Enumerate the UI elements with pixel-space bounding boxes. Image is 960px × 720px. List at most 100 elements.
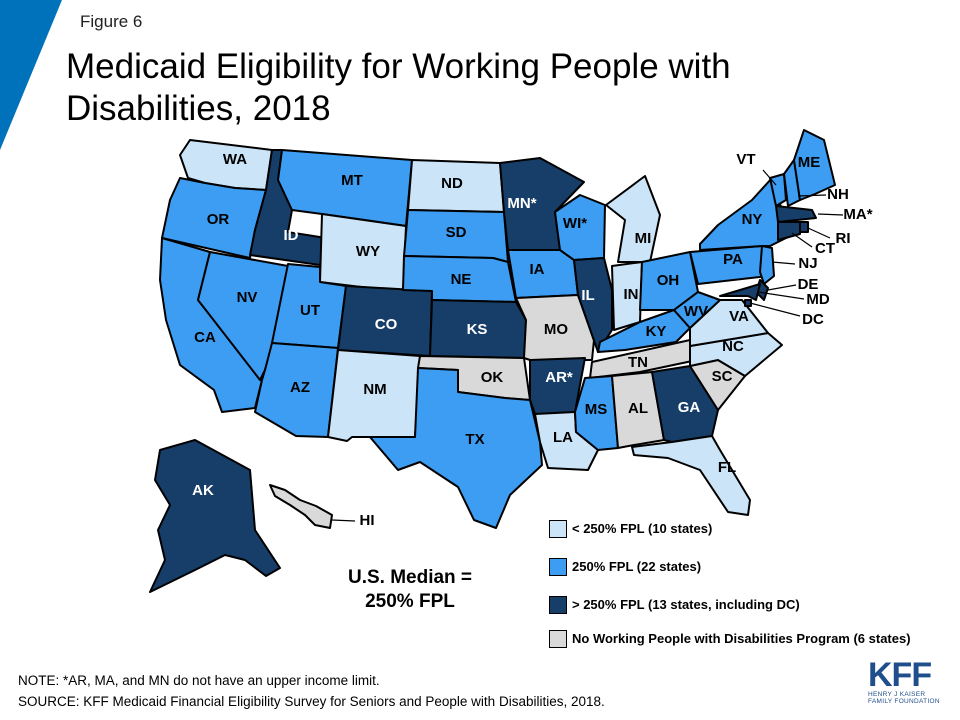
state-label-ut: UT: [300, 302, 320, 319]
state-label-wy: WY: [356, 243, 380, 260]
state-dc: [744, 299, 752, 307]
state-label-ca: CA: [194, 329, 216, 346]
state-tn: [589, 339, 698, 379]
state-label-vt: VT: [736, 151, 755, 168]
leader-line-de: [767, 284, 797, 291]
kff-logo-line-2: FAMILY FOUNDATION: [868, 698, 940, 705]
legend-swatch-lt250: [549, 520, 567, 538]
state-label-ok: OK: [481, 369, 504, 386]
median-line-1: U.S. Median =: [347, 567, 473, 588]
corner-accent-shape: [0, 0, 62, 150]
legend-swatch-gt250: [549, 596, 567, 614]
state-label-co: CO: [375, 316, 398, 333]
state-label-mt: MT: [341, 172, 363, 189]
leader-line-dc: [749, 302, 801, 317]
state-label-wi: WI*: [563, 215, 587, 232]
state-label-ga: GA: [678, 399, 701, 416]
state-label-al: AL: [628, 400, 648, 417]
state-label-ar: AR*: [545, 369, 573, 386]
leader-line-vt: [762, 169, 777, 186]
state-ky: [597, 309, 691, 353]
state-label-or: OR: [207, 211, 230, 228]
median-line-2: 250% FPL: [365, 591, 455, 612]
state-label-dc: DC: [802, 311, 824, 328]
legend-label-none: No Working People with Disabilities Prog…: [572, 631, 911, 646]
state-label-de: DE: [798, 276, 819, 293]
state-label-fl: FL: [718, 459, 736, 476]
state-tx: [369, 367, 543, 529]
us-median-note: U.S. Median = 250% FPL: [320, 566, 500, 614]
state-il: [573, 257, 613, 353]
kff-logo-line-1: HENRY J KAISER: [868, 691, 926, 698]
state-label-oh: OH: [657, 272, 680, 289]
state-label-nm: NM: [363, 381, 386, 398]
leader-line-hi: [331, 519, 356, 522]
state-label-ks: KS: [467, 321, 488, 338]
state-label-sd: SD: [446, 224, 467, 241]
state-label-mo: MO: [544, 321, 568, 338]
state-label-ky: KY: [646, 323, 667, 340]
state-label-ma: MA*: [843, 206, 872, 223]
legend-swatch-none: [549, 630, 567, 648]
state-label-nj: NJ: [798, 255, 817, 272]
state-al: [611, 371, 665, 449]
corner-accent: [0, 0, 62, 150]
state-label-nc: NC: [722, 338, 744, 355]
state-label-mi: MI: [635, 230, 652, 247]
figure-label: Figure 6: [80, 12, 143, 31]
state-label-id: ID: [284, 227, 299, 244]
state-label-va: VA: [729, 308, 749, 325]
state-label-mn: MN*: [507, 195, 536, 212]
state-label-pa: PA: [723, 251, 743, 268]
state-label-wa: WA: [223, 151, 247, 168]
state-ri: [799, 221, 809, 233]
state-mi: [605, 175, 661, 263]
state-ma: [775, 205, 817, 223]
state-label-nd: ND: [441, 175, 463, 192]
leader-line-ct: [791, 232, 813, 248]
state-label-ak: AK: [192, 482, 214, 499]
leader-line-md: [757, 291, 805, 300]
state-label-ct: CT: [815, 240, 835, 257]
legend-label-eq250: 250% FPL (22 states): [572, 559, 702, 574]
state-hi: [269, 484, 333, 529]
state-label-in: IN: [624, 286, 639, 303]
kff-logo-mark: KFF: [868, 656, 932, 694]
state-label-nv: NV: [237, 289, 258, 306]
state-label-sc: SC: [712, 368, 733, 385]
state-label-md: MD: [806, 291, 829, 308]
legend-swatch-eq250: [549, 558, 567, 576]
state-label-az: AZ: [290, 379, 310, 396]
state-nj: [759, 245, 775, 285]
state-label-il: IL: [581, 287, 594, 304]
leader-line-ma: [817, 213, 844, 216]
source-text: SOURCE: KFF Medicaid Financial Eligibili…: [18, 694, 605, 709]
state-wv: [673, 291, 721, 329]
note-text: NOTE: *AR, MA, and MN do not have an upp…: [18, 673, 380, 688]
state-label-ny: NY: [742, 211, 763, 228]
state-label-la: LA: [553, 429, 573, 446]
state-label-me: ME: [798, 154, 821, 171]
legend-label-gt250: > 250% FPL (13 states, including DC): [572, 597, 800, 612]
state-label-ne: NE: [451, 271, 472, 288]
leader-line-nj: [771, 261, 796, 265]
page-title: Medicaid Eligibility for Working People …: [66, 47, 731, 128]
footnotes: NOTE: *AR, MA, and MN do not have an upp…: [18, 670, 605, 712]
state-fl: [631, 435, 751, 516]
state-md: [719, 283, 761, 301]
legend-label-lt250: < 250% FPL (10 states): [572, 521, 713, 536]
state-label-ms: MS: [585, 401, 608, 418]
state-label-nh: NH: [827, 186, 849, 203]
state-label-ia: IA: [530, 261, 545, 278]
state-ak: [149, 439, 281, 593]
state-label-tx: TX: [465, 431, 484, 448]
state-label-tn: TN: [628, 354, 648, 371]
state-me: [793, 129, 836, 201]
leader-line-ri: [807, 227, 831, 239]
state-label-wv: WV: [684, 303, 708, 320]
state-ct: [777, 221, 801, 241]
leader-line-nh: [797, 194, 827, 197]
state-label-ri: RI: [836, 230, 851, 247]
kff-logo: KFF HENRY J KAISER FAMILY FOUNDATION: [868, 656, 948, 709]
